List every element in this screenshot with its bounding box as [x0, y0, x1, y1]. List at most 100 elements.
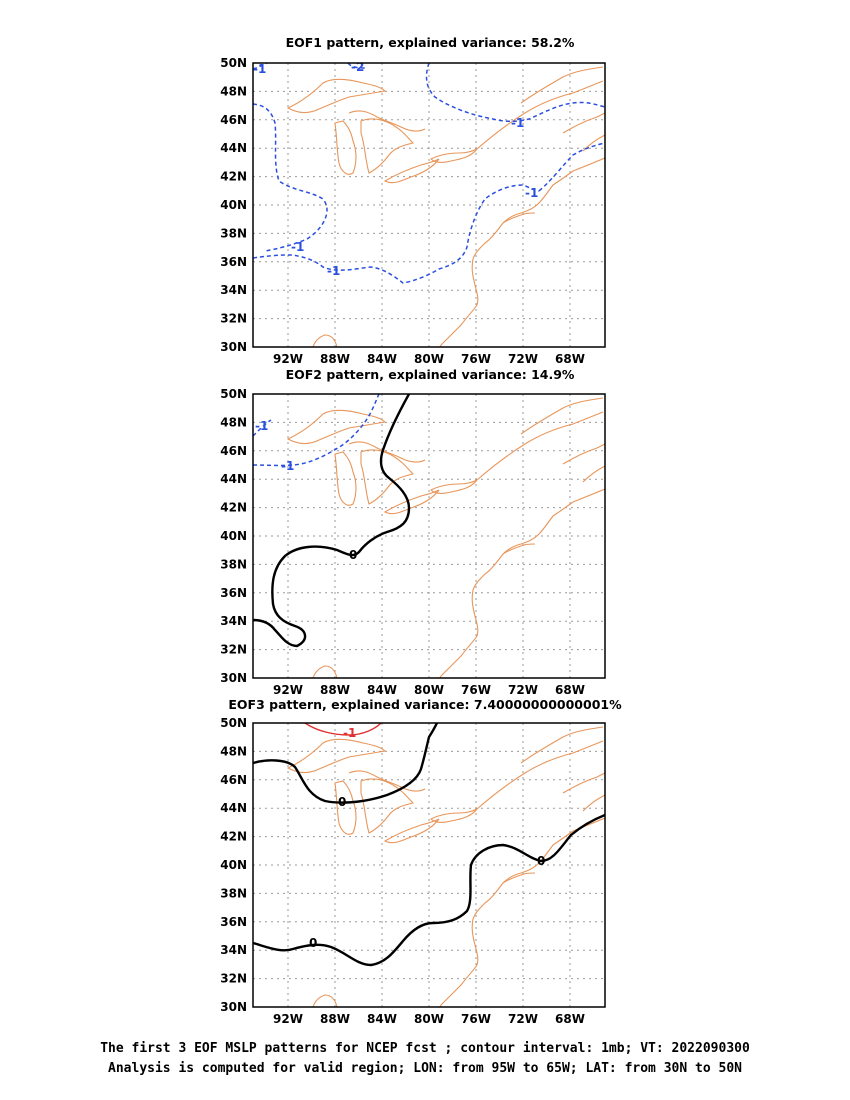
- eof3-contour-label: 0: [309, 936, 317, 950]
- eof3-lat-tick: 50N: [220, 716, 247, 730]
- eof3-lat-tick: 44N: [220, 801, 247, 815]
- eof3-lon-tick: 84W: [367, 1012, 397, 1026]
- eof1-lon-tick: 76W: [461, 352, 491, 366]
- eof1-lon-tick: 88W: [320, 352, 350, 366]
- eof3-contour-zero: [253, 813, 605, 967]
- eof1-lat-tick: 30N: [220, 340, 247, 354]
- eof2-lat-tick: 48N: [220, 415, 247, 429]
- eof1-contour-label: -1: [291, 240, 304, 254]
- eof1-lon-tick: 92W: [273, 352, 303, 366]
- eof3-frame: [252, 722, 606, 1008]
- eof1-contour-neg: [253, 103, 328, 252]
- caption-line-2: Analysis is computed for valid region; L…: [108, 1061, 742, 1076]
- eof2-contour-label: -1: [255, 419, 268, 433]
- eof1-lon-axis: 92W 88W 84W 80W 76W 72W 68W: [273, 352, 585, 366]
- eof2-title: EOF2 pattern, explained variance: 14.9%: [286, 367, 575, 382]
- eof3-contour-label: -1: [343, 726, 356, 740]
- eof3-contour-label: 0: [338, 795, 346, 809]
- eof2-lat-tick: 34N: [220, 614, 247, 628]
- eof2-lat-tick: 42N: [220, 501, 247, 515]
- eof3-lon-tick: 68W: [555, 1012, 585, 1026]
- eof1-lon-tick: 72W: [508, 352, 538, 366]
- eof3-contour-label: 0: [537, 854, 545, 868]
- eof1-contour-label: -1: [525, 186, 538, 200]
- eof2-panel: EOF2 pattern, explained variance: 14.9% …: [220, 367, 606, 697]
- eof3-lat-tick: 36N: [220, 915, 247, 929]
- eof3-contour-pos: [304, 723, 382, 736]
- eof3-lat-tick: 48N: [220, 744, 247, 758]
- eof1-contour-label: -1: [511, 116, 524, 130]
- eof2-lon-tick: 84W: [367, 683, 397, 697]
- eof2-contour-neg: [253, 419, 272, 437]
- eof1-contour-label: -2: [351, 60, 364, 74]
- eof2-lat-tick: 44N: [220, 472, 247, 486]
- eof1-lon-tick: 80W: [414, 352, 444, 366]
- eof2-coastline: [287, 397, 605, 678]
- eof3-lat-tick: 30N: [220, 1000, 247, 1014]
- eof2-lon-axis: 92W 88W 84W 80W 76W 72W 68W: [273, 683, 585, 697]
- eof1-contour-label: -1: [253, 62, 266, 76]
- eof1-map-area: -1 -1 -1 -1 -1 -2: [253, 60, 605, 347]
- eof1-lat-tick: 40N: [220, 198, 247, 212]
- eof1-lat-tick: 34N: [220, 283, 247, 297]
- eof1-lat-tick: 42N: [220, 170, 247, 184]
- eof3-lat-tick: 32N: [220, 972, 247, 986]
- eof2-lat-tick: 40N: [220, 529, 247, 543]
- eof1-panel: EOF1 pattern, explained variance: 58.2% …: [220, 35, 606, 366]
- eof1-lat-tick: 44N: [220, 141, 247, 155]
- eof3-lon-tick: 88W: [320, 1012, 350, 1026]
- eof2-lon-tick: 92W: [273, 683, 303, 697]
- eof3-lon-tick: 72W: [508, 1012, 538, 1026]
- eof1-contour-neg: [253, 184, 540, 284]
- eof2-map-area: -1 -1 0: [253, 394, 605, 678]
- eof2-contour-label: 0: [349, 548, 357, 562]
- eof2-lat-axis: 50N 48N 46N 44N 42N 40N 38N 36N 34N 32N …: [220, 387, 247, 685]
- eof2-lon-tick: 76W: [461, 683, 491, 697]
- eof2-lat-tick: 50N: [220, 387, 247, 401]
- eof1-gridlines: [253, 63, 605, 347]
- eof1-lon-tick: 68W: [555, 352, 585, 366]
- eof1-frame: [252, 62, 606, 348]
- eof3-lat-tick: 46N: [220, 773, 247, 787]
- eof1-contour-neg: [538, 142, 605, 192]
- eof1-lat-axis: 50N 48N 46N 44N 42N 40N 38N 36N 34N 32N …: [220, 56, 247, 354]
- eof3-coastline: [287, 726, 605, 1007]
- eof3-contour-zero: [253, 723, 439, 804]
- eof2-lon-tick: 80W: [414, 683, 444, 697]
- eof3-lon-tick: 80W: [414, 1012, 444, 1026]
- eof1-lat-tick: 46N: [220, 113, 247, 127]
- eof3-lon-tick: 92W: [273, 1012, 303, 1026]
- eof2-lat-tick: 36N: [220, 586, 247, 600]
- eof2-lat-tick: 38N: [220, 557, 247, 571]
- eof1-lat-tick: 32N: [220, 312, 247, 326]
- eof1-lat-tick: 50N: [220, 56, 247, 70]
- eof1-lat-tick: 38N: [220, 226, 247, 240]
- eof1-lon-tick: 84W: [367, 352, 397, 366]
- eof1-coastline: [287, 66, 605, 347]
- eof1-contour-label: -1: [327, 264, 340, 278]
- eof3-lat-tick: 34N: [220, 943, 247, 957]
- eof2-lon-tick: 72W: [508, 683, 538, 697]
- eof1-contour-neg: [347, 63, 366, 69]
- eof3-map-area: -1 0 0 0: [253, 723, 605, 1007]
- eof2-lon-tick: 68W: [555, 683, 585, 697]
- eof3-lon-axis: 92W 88W 84W 80W 76W 72W 68W: [273, 1012, 585, 1026]
- eof3-lat-axis: 50N 48N 46N 44N 42N 40N 38N 36N 34N 32N …: [220, 716, 247, 1014]
- eof2-lat-tick: 32N: [220, 643, 247, 657]
- eof3-lat-tick: 42N: [220, 830, 247, 844]
- eof2-frame: [252, 393, 606, 679]
- eof3-lat-tick: 40N: [220, 858, 247, 872]
- caption-line-1: The first 3 EOF MSLP patterns for NCEP f…: [100, 1041, 750, 1056]
- eof2-contour-label: -1: [281, 459, 294, 473]
- eof2-contour-zero: [253, 394, 411, 648]
- eof3-title: EOF3 pattern, explained variance: 7.4000…: [228, 697, 622, 712]
- eof3-lat-tick: 38N: [220, 886, 247, 900]
- eof3-gridlines: [253, 723, 605, 1007]
- eof1-contour-neg: [425, 63, 605, 123]
- eof1-title: EOF1 pattern, explained variance: 58.2%: [286, 35, 575, 50]
- eof2-contour-neg: [253, 394, 380, 467]
- eof2-lat-tick: 46N: [220, 444, 247, 458]
- eof3-panel: EOF3 pattern, explained variance: 7.4000…: [220, 697, 622, 1026]
- eof2-lat-tick: 30N: [220, 671, 247, 685]
